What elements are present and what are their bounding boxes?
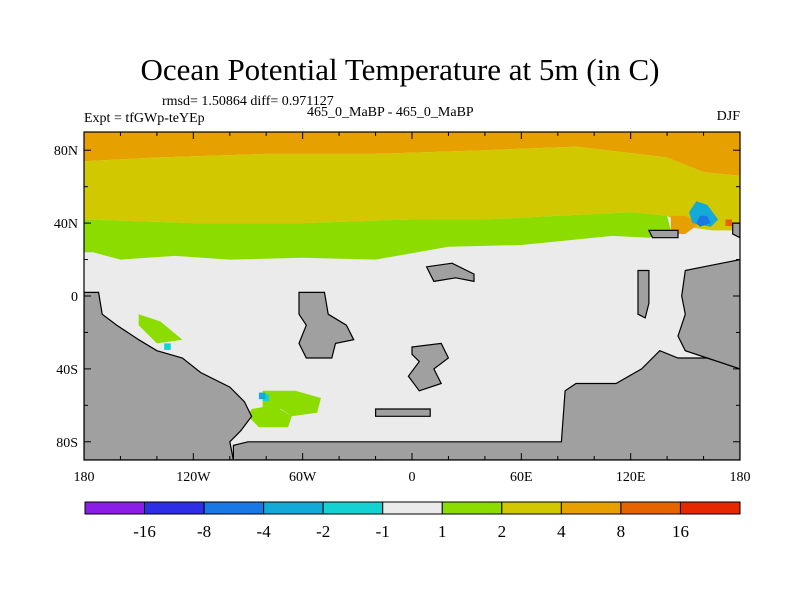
colorbar-swatch: [322, 501, 384, 515]
colorbar-label: -16: [133, 522, 156, 541]
colorbar-label: -8: [197, 522, 211, 541]
region-cold-anomaly-core: [696, 215, 711, 227]
land-mid-atlantic-block: [298, 291, 355, 359]
x-tick-label: 180: [730, 470, 751, 485]
experiment-label: Expt = tfGWp-teYEp: [84, 111, 205, 126]
map-layer: [84, 132, 740, 460]
y-tick-label: 80N: [54, 144, 78, 159]
region-southern-drake-band: [248, 405, 292, 428]
land-north-central-ridge: [425, 262, 475, 283]
colorbar-swatch: [263, 501, 324, 515]
x-tick-label: 60E: [510, 470, 533, 485]
colorbar-swatch: [382, 501, 443, 515]
x-tick-label: 0: [409, 470, 416, 485]
colorbar-label: 2: [498, 522, 507, 541]
speck-2: [258, 392, 266, 400]
colorbar-label: 4: [557, 522, 566, 541]
region-north-subtropical-band: [84, 212, 671, 260]
land-east-continent: [677, 258, 740, 370]
y-tick-label: 40S: [56, 363, 78, 378]
region-south-pacific-band: [138, 314, 183, 344]
colorbar-label: -1: [376, 522, 390, 541]
chart-title: Ocean Potential Temperature at 5m (in C): [140, 52, 660, 87]
colorbar-swatch: [84, 501, 146, 515]
land-east-peninsula: [647, 229, 679, 239]
colorbar-swatch: [203, 501, 265, 515]
x-tick-label: 60W: [289, 470, 317, 485]
colorbar-swatch: [501, 501, 562, 515]
colorbar-label: 16: [672, 522, 689, 541]
speck-4: [725, 219, 732, 227]
land-central-south-block: [407, 342, 450, 392]
speck-1: [262, 394, 270, 401]
land-americas-coast: [84, 291, 253, 460]
stats-label: rmsd= 1.50864 diff= 0.971127: [162, 94, 334, 109]
region-arctic: [84, 132, 740, 176]
colorbar-swatch: [560, 501, 622, 515]
colorbar-swatch: [441, 501, 503, 515]
colorbar-label: 1: [438, 522, 447, 541]
land-southern-ocean-sliver: [375, 408, 431, 417]
colorbar-label: -2: [316, 522, 330, 541]
colorbar-label: -4: [257, 522, 272, 541]
season-label: DJF: [716, 109, 740, 124]
colorbar-label: 8: [617, 522, 626, 541]
y-tick-label: 40N: [54, 217, 78, 232]
x-tick-label: 180: [74, 470, 95, 485]
colorbar-swatch: [620, 501, 681, 515]
region-southern-atlantic-band: [262, 390, 321, 417]
colorbar-swatch: [679, 501, 741, 515]
region-north-midlatitudes: [84, 146, 740, 231]
x-tick-label: 120E: [616, 470, 646, 485]
y-tick-label: 0: [71, 290, 78, 305]
y-tick-label: 80S: [56, 436, 78, 451]
x-tick-label: 120W: [176, 470, 211, 485]
land-eastern-island: [637, 269, 650, 319]
region-cold-anomaly-pacific: [689, 201, 719, 227]
speck-0: [164, 343, 171, 350]
comparison-label: 465_0_MaBP - 465_0_MaBP: [307, 105, 474, 120]
colorbar-swatch: [144, 501, 205, 515]
